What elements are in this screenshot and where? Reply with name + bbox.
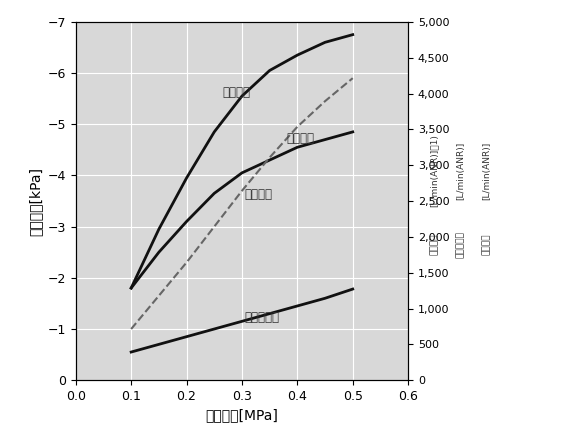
X-axis label: 供給圧力[MPa]: 供給圧力[MPa] <box>205 409 279 423</box>
Text: 吸込流量: 吸込流量 <box>482 234 491 256</box>
Text: 吐出流量: 吐出流量 <box>430 234 439 256</box>
Text: [L/min(ANR)]注1): [L/min(ANR)]注1) <box>430 134 439 207</box>
Text: [L/min(ANR)]: [L/min(ANR)] <box>482 141 491 200</box>
Text: 吐出流量: 吐出流量 <box>223 86 251 99</box>
Text: 空気消費量: 空気消費量 <box>456 231 465 258</box>
Text: 吸込流量: 吸込流量 <box>245 188 273 201</box>
Y-axis label: 真空圧力[kPa]: 真空圧力[kPa] <box>28 166 42 236</box>
Text: [L/min(ANR)]: [L/min(ANR)] <box>456 141 465 200</box>
Text: 真空圧力: 真空圧力 <box>286 132 314 145</box>
Text: 空気消費量: 空気消費量 <box>245 311 280 324</box>
